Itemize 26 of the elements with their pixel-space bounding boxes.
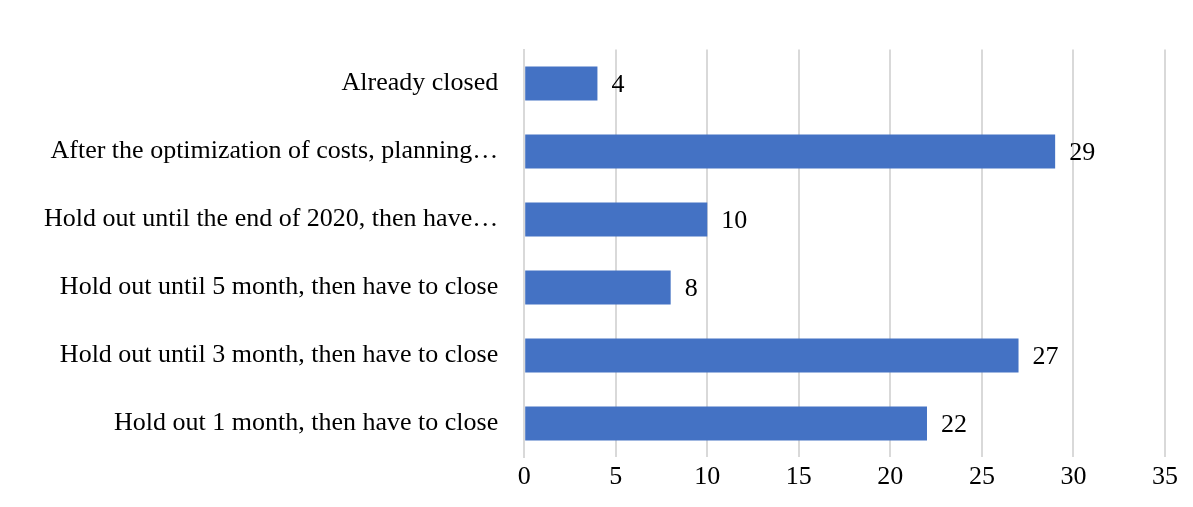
bar <box>525 406 927 441</box>
x-tick-label: 20 <box>877 460 904 490</box>
data-label: 29 <box>1069 137 1096 167</box>
x-tick-label: 35 <box>1152 460 1178 490</box>
x-tick-label: 10 <box>694 460 721 490</box>
x-tick-label: 15 <box>785 460 812 490</box>
y-tick-label: After the optimization of costs, planning… <box>50 135 499 165</box>
y-tick-label: Hold out until the end of 2020, then have… <box>44 203 499 233</box>
y-tick-label: Hold out until 3 month, then have to close <box>59 339 499 369</box>
x-tick-label: 30 <box>1060 460 1087 490</box>
data-label: 8 <box>684 273 698 303</box>
bar <box>525 270 671 305</box>
bar <box>525 66 598 101</box>
data-label: 27 <box>1032 341 1059 371</box>
x-tick-label: 25 <box>968 460 995 490</box>
data-label: 4 <box>611 69 625 99</box>
data-label: 22 <box>940 409 967 439</box>
y-tick-label: Hold out until 5 month, then have to close <box>59 271 499 301</box>
bar <box>525 338 1019 373</box>
x-tick-label: 5 <box>609 460 623 490</box>
y-tick-label: Already closed <box>341 67 499 97</box>
x-tick-label: 0 <box>517 460 531 490</box>
bar <box>525 134 1056 169</box>
bar <box>525 202 708 237</box>
data-label: 10 <box>721 205 748 235</box>
y-tick-label: Hold out 1 month, then have to close <box>114 407 499 437</box>
